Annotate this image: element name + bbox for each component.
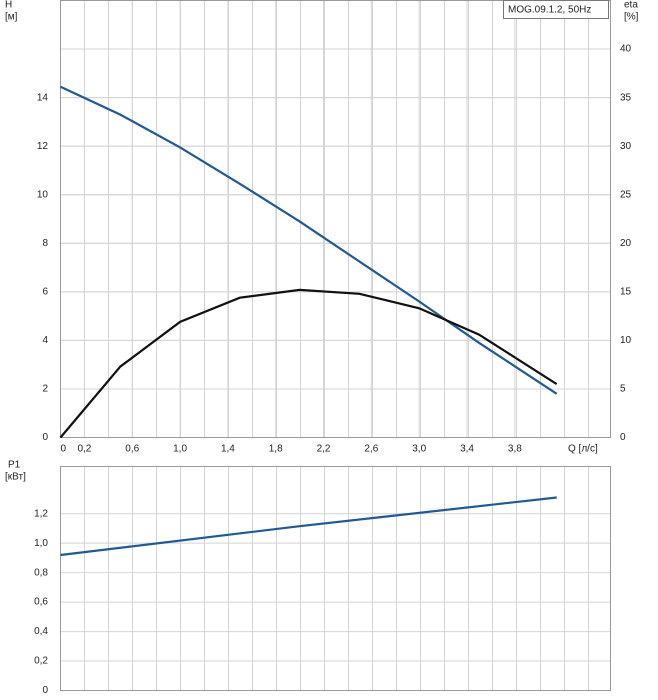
y-tick-label: 2: [42, 384, 48, 395]
plot-frame: [60, 466, 611, 691]
y2-tick-label: 0: [620, 432, 626, 443]
y-tick-label: 0,8: [34, 567, 48, 578]
y-tick-label: 8: [42, 238, 48, 249]
y2-tick-label: 20: [620, 238, 632, 249]
y-label: H: [5, 0, 12, 11]
x-tick-label: 3,0: [412, 444, 426, 455]
x-tick-label: 1,8: [269, 444, 283, 455]
y-label: P1: [8, 460, 21, 471]
x-tick-label: 1,0: [173, 444, 187, 455]
x-label: Q [л/с]: [568, 444, 598, 455]
x-tick-label: 0: [61, 444, 67, 455]
line: [60, 85, 558, 395]
y-tick-label: 14: [37, 92, 49, 103]
x-tick-label: 2,6: [364, 444, 378, 455]
line: [59, 288, 558, 439]
y2-tick-label: 40: [620, 44, 632, 55]
y2-label: eta: [624, 0, 638, 11]
line: [60, 496, 557, 557]
y-tick-label: 0,2: [34, 656, 48, 667]
y2-tick-label: 35: [620, 92, 632, 103]
x-tick-label: 0,2: [77, 444, 91, 455]
y-tick-label: 4: [42, 335, 48, 346]
y-tick-label: 10: [37, 189, 49, 200]
x-tick-label: 0,6: [125, 444, 139, 455]
y2-tick-label: 15: [620, 286, 632, 297]
y2-tick-label: 25: [620, 189, 632, 200]
x-tick-label: 3,4: [460, 444, 474, 455]
y-unit: [м]: [5, 12, 18, 23]
y-unit: [кВт]: [5, 472, 26, 483]
plot-frame: [60, 0, 611, 438]
y-tick-label: 0,4: [34, 626, 48, 637]
x-tick-label: 3,8: [508, 444, 522, 455]
y2-unit: [%]: [624, 12, 639, 23]
y2-tick-label: 10: [620, 335, 632, 346]
legend-title: MOG.09.1.2, 50Hz: [508, 5, 591, 16]
y-tick-label: 0: [42, 432, 48, 443]
x-tick-label: 2,2: [317, 444, 331, 455]
y-tick-label: 0: [42, 685, 48, 696]
y2-tick-label: 30: [620, 141, 632, 152]
legend-box: [503, 0, 609, 19]
y-tick-label: 12: [37, 141, 49, 152]
y-tick-label: 6: [42, 286, 48, 297]
y-tick-label: 1,2: [34, 508, 48, 519]
y-tick-label: 0,6: [34, 597, 48, 608]
y2-tick-label: 5: [620, 384, 626, 395]
y-tick-label: 1,0: [34, 538, 48, 549]
x-tick-label: 1,4: [221, 444, 235, 455]
